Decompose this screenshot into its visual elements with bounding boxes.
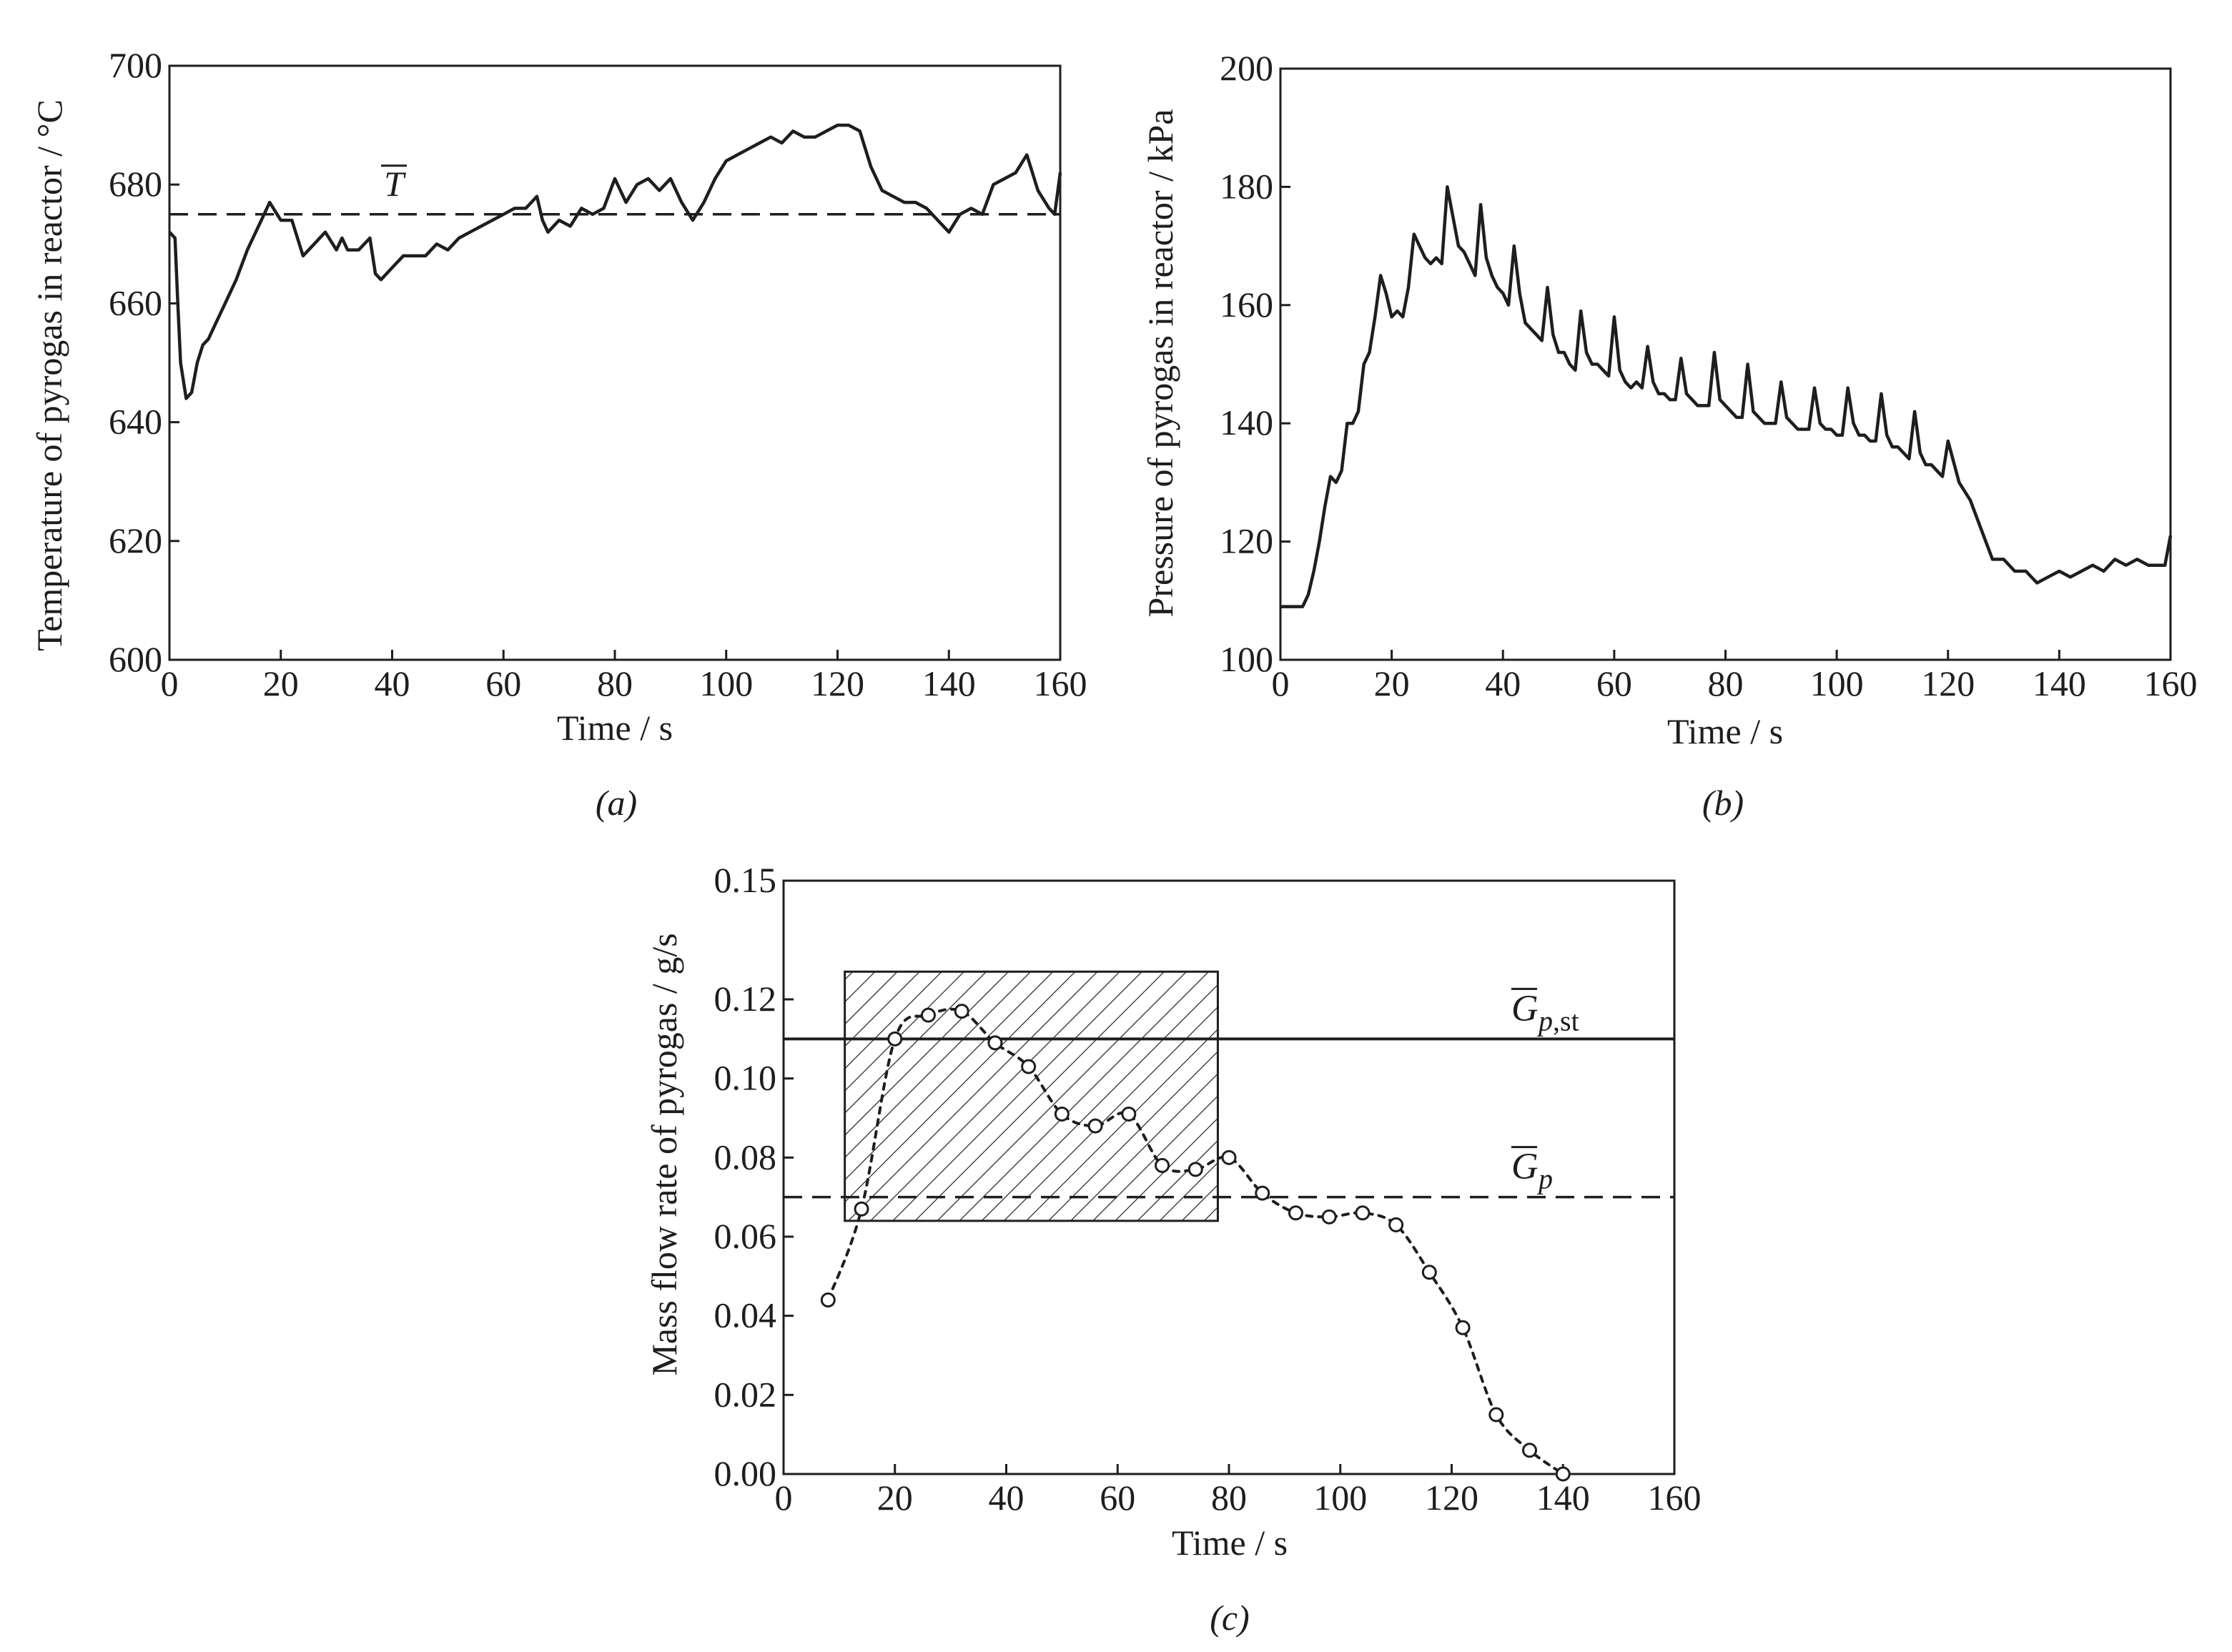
mass-flow-chart-ytick-label: 0.08 (714, 1137, 777, 1177)
pressure-chart-xtick-label: 20 (1374, 663, 1410, 703)
pressure-chart-plot-frame (1279, 67, 2172, 661)
temperature-chart: 0 20 40 60 80 100 120 140 160 600 620 640 660 680 700 T… (29, 45, 1087, 823)
gpst-subscript: p,st (1536, 1004, 1579, 1037)
temperature-chart-xtick-label: 40 (375, 663, 410, 703)
gp-subscript: p (1536, 1163, 1553, 1195)
mass-flow-chart-data-point (1388, 1217, 1404, 1232)
temperature-chart-plot-frame (168, 64, 1062, 661)
pressure-chart-xtick-label: 140 (2033, 663, 2086, 703)
pressure-chart-series-line (1280, 185, 2173, 608)
temperature-chart-series-line (168, 123, 1062, 400)
mass-flow-chart-data-point (920, 1007, 936, 1023)
temperature-chart-xtick-label: 60 (485, 663, 521, 703)
mass-flow-chart-data-point (1021, 1059, 1037, 1074)
pressure-chart-xtick-label: 120 (1921, 663, 1975, 703)
gp-label: G (1511, 1147, 1539, 1187)
mass-flow-chart-data-point (1455, 1320, 1471, 1335)
mass-flow-chart-data-point (1221, 1149, 1237, 1165)
temperature-chart-marks: 0 20 40 60 80 100 120 140 160 600 620 640 660 680 700 T (109, 45, 1087, 703)
mass-flow-chart-xtick-label: 140 (1536, 1478, 1590, 1518)
temperature-chart-ytick-label: 600 (109, 639, 162, 679)
pressure-chart-ytick-label: 140 (1220, 402, 1273, 442)
mass-flow-chart-ytick-label: 0.10 (714, 1058, 777, 1098)
mass-flow-chart-data-point (954, 1004, 969, 1019)
pressure-chart-ytick-label: 100 (1220, 639, 1273, 679)
pressure-chart-ytick-label: 120 (1220, 521, 1273, 561)
temperature-chart-ytick-label: 700 (109, 45, 162, 85)
mass-flow-chart-xtick-label: 80 (1211, 1478, 1247, 1518)
mass-flow-chart-ylabel: Mass flow rate of pyrogas / g/s (644, 933, 684, 1375)
mass-flow-chart-ytick-label: 0.15 (714, 860, 777, 900)
temperature-chart-ytick-label: 620 (109, 520, 162, 560)
temperature-chart-xtick-label: 140 (922, 663, 976, 703)
pressure-chart-ytick-label: 200 (1220, 48, 1273, 88)
mass-flow-chart-data-point (1255, 1185, 1270, 1201)
gpst-label: G (1511, 988, 1539, 1029)
pressure-chart-xlabel: Time / s (1667, 711, 1783, 751)
mass-flow-chart-data-point (1555, 1466, 1571, 1482)
mass-flow-chart-xtick-label: 100 (1313, 1478, 1367, 1518)
mass-flow-chart-data-point (1321, 1209, 1337, 1225)
mass-flow-chart-data-point (887, 1031, 903, 1047)
mass-flow-chart-data-point (1121, 1106, 1137, 1122)
temperature-chart-ytick-label: 640 (109, 402, 162, 442)
temperature-mean-label: T (384, 164, 406, 204)
mass-flow-chart-data-point (1187, 1162, 1203, 1177)
temperature-chart-xtick-label: 20 (263, 663, 299, 703)
pressure-chart-ytick-label: 180 (1220, 166, 1273, 206)
pressure-chart-xtick-label: 40 (1485, 663, 1521, 703)
panel-label-a: (a) (596, 783, 637, 823)
temperature-chart-xtick-label: 0 (161, 663, 179, 703)
mass-flow-chart-data-point (987, 1035, 1003, 1051)
temperature-chart-ylabel: Temperature of pyrogas in reactor / °C (29, 99, 69, 651)
temperature-chart-xtick-label: 120 (811, 663, 864, 703)
mass-flow-chart-ytick-label: 0.02 (714, 1374, 777, 1414)
mass-flow-chart-data-point (820, 1292, 836, 1308)
temperature-chart-xtick-label: 100 (699, 663, 753, 703)
mass-flow-chart-data-point (1155, 1157, 1170, 1173)
temperature-chart-xtick-label: 160 (1034, 663, 1087, 703)
temperature-chart-ytick-label: 660 (109, 282, 162, 322)
mass-flow-chart-ytick-label: 0.04 (714, 1295, 777, 1335)
temperature-chart-xtick-label: 80 (597, 663, 633, 703)
mass-flow-chart-xlabel: Time / s (1172, 1523, 1288, 1563)
pressure-chart-marks: 0 20 40 60 80 100 120 140 160 100 120 140 160 180 200 (1220, 48, 2198, 703)
mass-flow-chart-xtick-label: 120 (1425, 1478, 1478, 1518)
mass-flow-chart-data-point (1288, 1205, 1303, 1221)
mass-flow-chart-data-point (1355, 1205, 1371, 1221)
mass-flow-chart-xtick-label: 160 (1648, 1478, 1702, 1518)
mass-flow-chart-data-point (1488, 1407, 1504, 1423)
panel-label-b: (b) (1702, 783, 1744, 823)
mass-flow-chart-data-point (1054, 1106, 1070, 1122)
temperature-chart-xlabel: Time / s (557, 708, 673, 748)
mass-flow-chart-ytick-label: 0.06 (714, 1216, 777, 1256)
mass-flow-chart-marks: 0 20 40 60 80 100 120 140 160 0.00 0.02 0.04 0.06 0.0… (714, 860, 1702, 1518)
mass-flow-chart-data-point (1421, 1265, 1437, 1280)
mass-flow-chart-ytick-label: 0.12 (714, 979, 777, 1019)
pressure-chart-xtick-label: 80 (1708, 663, 1744, 703)
panel-label-c: (c) (1210, 1598, 1250, 1638)
mass-flow-chart-xtick-label: 20 (877, 1478, 913, 1518)
mass-flow-chart-xtick-label: 40 (989, 1478, 1024, 1518)
pressure-chart: 0 20 40 60 80 100 120 140 160100120140160180200 … (1140, 48, 2198, 823)
mass-flow-chart-shaded-region (844, 970, 1219, 1222)
mass-flow-chart: 0 20 40 60 80 100 120 140 160 0.00 0.02 0.04 0.06 0.0… (644, 860, 1702, 1638)
pressure-chart-xtick-label: 0 (1272, 663, 1290, 703)
pressure-chart-xtick-label: 60 (1596, 663, 1632, 703)
mass-flow-chart-data-point (854, 1201, 869, 1217)
mass-flow-chart-xtick-label: 60 (1100, 1478, 1135, 1518)
pressure-chart-ylabel: Pressure of pyrogas in reactor / kPa (1140, 109, 1180, 618)
mass-flow-chart-xtick-label: 0 (775, 1478, 793, 1518)
pressure-chart-ytick-label: 160 (1220, 285, 1273, 325)
temperature-chart-ytick-label: 680 (109, 164, 162, 204)
mass-flow-chart-data-point (1522, 1443, 1538, 1458)
mass-flow-chart-ytick-label: 0.00 (714, 1453, 777, 1493)
pressure-chart-xtick-label: 100 (1810, 663, 1864, 703)
pressure-chart-xtick-label: 160 (2144, 663, 2198, 703)
mass-flow-chart-data-point (1087, 1118, 1103, 1134)
